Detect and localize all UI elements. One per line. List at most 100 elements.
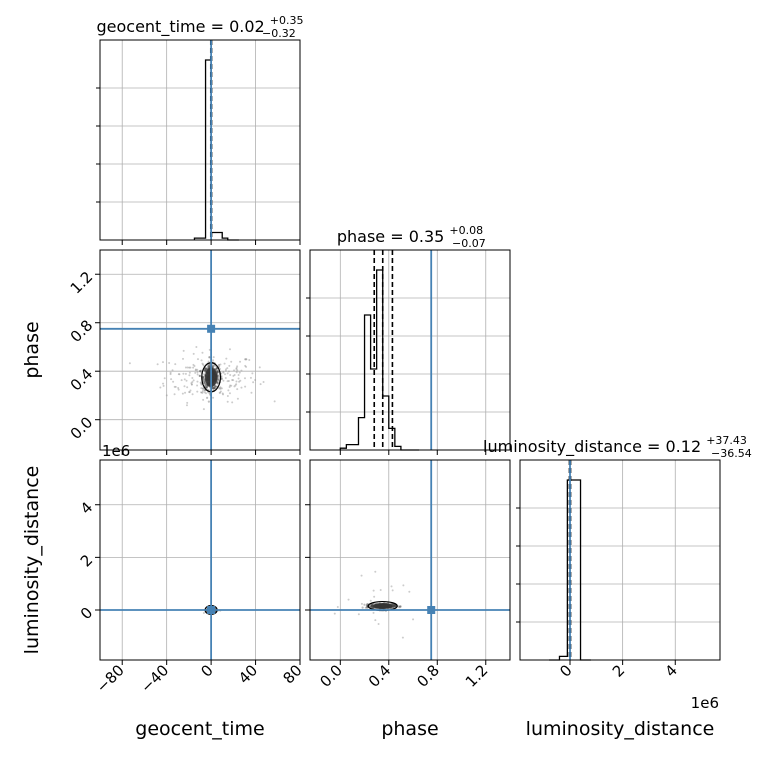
sample-point <box>165 394 168 397</box>
y-label-luminosity-distance: luminosity_distance <box>21 466 43 655</box>
sample-point <box>371 605 374 608</box>
panel-background <box>310 460 510 660</box>
sample-point <box>366 606 369 609</box>
x-tick-label: 1.2 <box>462 661 492 691</box>
sample-point <box>235 371 238 374</box>
sample-point <box>186 366 189 369</box>
sample-point <box>212 356 215 359</box>
sample-point <box>391 603 394 607</box>
sample-point <box>204 369 207 372</box>
sample-point <box>194 371 197 374</box>
y-tick-label: 1.2 <box>67 268 97 298</box>
sample-point <box>220 376 223 379</box>
sample-point <box>373 595 376 598</box>
sample-point <box>226 380 229 383</box>
y-label-phase: phase <box>21 321 43 378</box>
sample-point <box>215 367 219 370</box>
y-tick-label: 0.4 <box>67 365 97 395</box>
sample-point <box>200 359 203 362</box>
sample-point <box>208 392 211 395</box>
sample-point <box>397 605 400 608</box>
sample-point <box>202 376 205 379</box>
sample-point <box>213 387 217 390</box>
sample-point <box>212 387 215 390</box>
sample-point <box>198 374 201 377</box>
sample-point <box>374 570 377 573</box>
sample-point <box>196 384 199 387</box>
sample-point <box>223 362 226 365</box>
sample-point <box>394 605 397 608</box>
sample-point <box>206 365 210 368</box>
sample-point <box>216 371 219 374</box>
sample-point <box>171 369 174 372</box>
sample-point <box>369 604 372 607</box>
sample-point <box>204 389 207 392</box>
panel-frame <box>309 249 511 451</box>
sample-point <box>231 401 234 404</box>
sample-point <box>361 606 364 609</box>
sample-point <box>228 348 231 351</box>
sample-point <box>398 605 402 608</box>
sample-point <box>203 382 207 385</box>
sample-point <box>128 362 131 365</box>
sample-point <box>365 606 368 609</box>
histogram-step <box>548 479 592 661</box>
sample-point <box>172 380 175 383</box>
sample-point <box>200 383 203 386</box>
sample-point <box>208 364 211 367</box>
sample-point <box>233 369 236 372</box>
sample-point <box>183 378 186 381</box>
sample-point <box>219 363 222 366</box>
y-tick-label: 2 <box>77 551 96 570</box>
x-tick-label: −80 <box>93 661 128 696</box>
sample-point <box>237 377 240 380</box>
sample-point <box>177 386 180 389</box>
panel-frame <box>519 459 721 661</box>
sample-point <box>243 377 246 380</box>
sample-point <box>162 384 165 387</box>
sample-point <box>377 622 380 625</box>
sample-point <box>181 392 184 395</box>
sample-point <box>239 379 242 382</box>
sample-point <box>244 358 247 361</box>
sample-point <box>402 584 405 587</box>
truth-marker <box>207 606 216 614</box>
density-contour <box>373 603 393 610</box>
sample-point <box>250 391 253 394</box>
scatter-panel-phase-vs-luminosity-distance: 0.0 0.4 0.8 1.2 <box>305 459 511 691</box>
sample-point <box>217 378 220 381</box>
sample-point <box>203 380 206 383</box>
sample-point <box>393 604 396 607</box>
sample-point <box>336 605 339 608</box>
sample-point <box>188 374 191 377</box>
sample-point <box>218 387 221 390</box>
sample-point <box>183 385 186 388</box>
sample-point <box>230 360 233 363</box>
sample-point <box>198 370 201 373</box>
sample-point <box>201 387 204 390</box>
sample-point <box>177 388 180 391</box>
sample-point <box>204 367 207 370</box>
sample-point <box>208 356 211 359</box>
sample-point <box>205 386 208 389</box>
sample-point <box>233 373 236 376</box>
sample-point <box>394 605 397 608</box>
sample-point <box>174 363 177 366</box>
sample-point <box>206 367 209 370</box>
x-tick-label: 80 <box>279 661 305 687</box>
sample-point <box>202 380 205 383</box>
sample-point <box>173 393 176 396</box>
sample-point <box>207 360 210 363</box>
sample-point <box>220 377 224 381</box>
sample-point <box>370 604 373 607</box>
sample-point <box>224 373 227 376</box>
sample-point <box>333 612 336 615</box>
sample-point <box>357 613 360 616</box>
sample-point <box>370 603 374 606</box>
sample-point <box>201 375 205 379</box>
sample-point <box>371 603 375 606</box>
panel-frame <box>99 459 301 661</box>
sample-point <box>178 373 181 376</box>
sample-point <box>202 378 205 381</box>
